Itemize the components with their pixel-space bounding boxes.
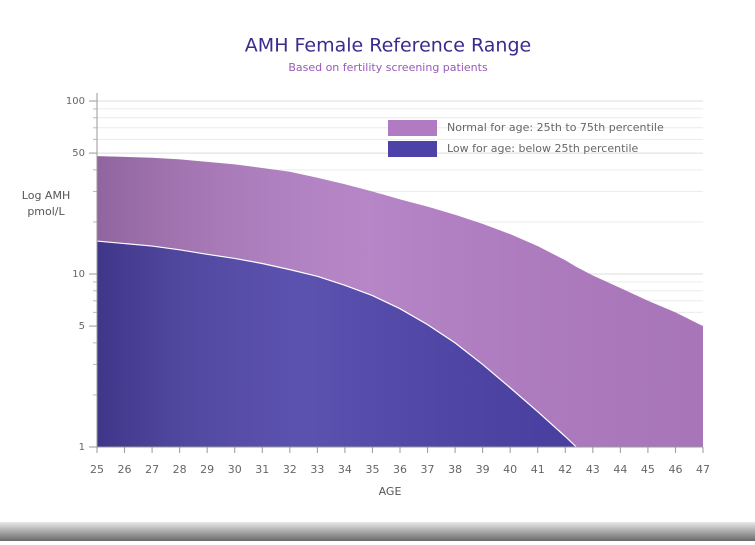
y-tick-label: 1 (79, 442, 85, 453)
y-axis-label: pmol/L (27, 205, 65, 218)
x-tick-label: 47 (696, 463, 710, 476)
x-tick-label: 32 (283, 463, 297, 476)
x-tick-label: 43 (586, 463, 600, 476)
x-axis-label: AGE (379, 485, 402, 498)
y-tick-label: 10 (72, 269, 85, 280)
x-tick-label: 34 (338, 463, 352, 476)
area-shade (97, 241, 577, 447)
x-tick-label: 45 (641, 463, 655, 476)
x-tick-label: 29 (200, 463, 214, 476)
x-tick-label: 46 (668, 463, 682, 476)
chart-subtitle: Based on fertility screening patients (288, 61, 488, 74)
x-tick-label: 26 (118, 463, 132, 476)
y-tick-label: 100 (66, 96, 85, 107)
x-tick-label: 31 (255, 463, 269, 476)
y-tick-label: 5 (79, 321, 85, 332)
legend-label: Low for age: below 25th percentile (447, 142, 639, 155)
chart-title: AMH Female Reference Range (245, 35, 531, 57)
legend-swatch (388, 120, 437, 136)
x-tick-label: 25 (90, 463, 104, 476)
x-tick-label: 28 (173, 463, 187, 476)
legend-label: Normal for age: 25th to 75th percentile (447, 121, 664, 134)
x-tick-label: 27 (145, 463, 159, 476)
x-tick-label: 40 (503, 463, 517, 476)
legend-swatch (388, 141, 437, 157)
x-tick-label: 33 (310, 463, 324, 476)
x-tick-label: 44 (613, 463, 627, 476)
frame-bottom (0, 522, 755, 541)
area-edge (96, 240, 577, 448)
x-tick-label: 41 (531, 463, 545, 476)
x-tick-label: 37 (421, 463, 435, 476)
x-tick-label: 39 (476, 463, 490, 476)
x-tick-label: 35 (365, 463, 379, 476)
y-axis-label: Log AMH (22, 189, 70, 202)
y-tick-label: 50 (72, 148, 85, 159)
x-tick-label: 30 (228, 463, 242, 476)
x-tick-label: 38 (448, 463, 462, 476)
x-tick-label: 36 (393, 463, 407, 476)
x-tick-label: 42 (558, 463, 572, 476)
